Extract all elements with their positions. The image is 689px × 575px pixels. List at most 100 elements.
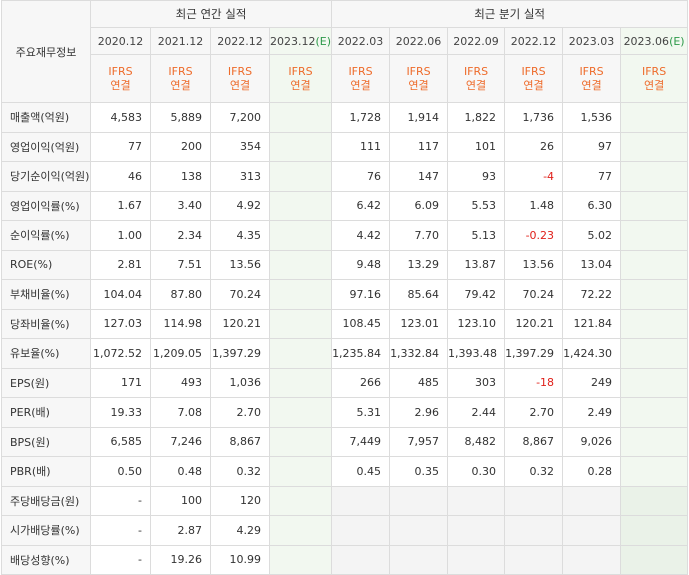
- metric-label: PER(배): [1, 397, 91, 428]
- quarter-value: 266: [331, 367, 391, 398]
- quarter-value: 13.87: [447, 249, 506, 280]
- table-row: 부채비율(%) 104.04 87.80 70.24 97.16 85.64 79.42 70…: [1, 279, 689, 310]
- quarter-value: 8,867: [504, 426, 564, 457]
- standard-label: IFRS: [168, 64, 193, 78]
- metric-label: EPS(원): [1, 367, 91, 398]
- quarter-value: 2.44: [447, 397, 506, 428]
- quarter-value: 2.70: [504, 397, 564, 428]
- quarter-value: 1,397.29: [504, 338, 564, 369]
- annual-value: [268, 131, 333, 162]
- metric-label: PBR(배): [1, 456, 91, 487]
- standard-label: IFRS: [579, 64, 604, 78]
- annual-value: [268, 102, 333, 133]
- annual-value: 2.81: [90, 249, 151, 280]
- annual-value: 1,209.05: [150, 338, 211, 369]
- table-row: 당기순이익(억원) 46 138 313 76 147 93 -4 77: [1, 161, 689, 192]
- quarter-value: 0.35: [389, 456, 449, 487]
- annual-value: [268, 279, 333, 310]
- quarter-value: 1.48: [504, 190, 564, 221]
- quarter-value: 1,424.30: [562, 338, 622, 369]
- period-label: 2021.12: [157, 34, 204, 48]
- annual-value: 104.04: [90, 279, 151, 310]
- accounting-standard-annual-1: IFRS 연결: [150, 54, 211, 103]
- table-row: ROE(%) 2.81 7.51 13.56 9.48 13.29 13.87 13.56 13…: [1, 249, 689, 280]
- standard-label: IFRS: [108, 64, 133, 78]
- quarter-value: 1,728: [331, 102, 391, 133]
- quarter-value: 123.01: [389, 308, 449, 339]
- period-label: 2023.03: [568, 34, 615, 48]
- quarter-value: 6.42: [331, 190, 391, 221]
- annual-value: [268, 161, 333, 192]
- quarter-value: 108.45: [331, 308, 391, 339]
- annual-value: 87.80: [150, 279, 211, 310]
- consolidated-label: 연결: [170, 78, 191, 92]
- metric-label: ROE(%): [1, 249, 91, 280]
- annual-value: 100: [150, 485, 211, 516]
- quarter-value: -4: [504, 161, 564, 192]
- period-label: 2022.09: [453, 34, 499, 48]
- quarter-value: [504, 485, 564, 516]
- annual-value: 7.08: [150, 397, 211, 428]
- quarter-value: [389, 485, 449, 516]
- quarter-value: [389, 515, 449, 546]
- quarter-value: 70.24: [504, 279, 564, 310]
- quarter-value: [620, 544, 689, 575]
- quarter-value: [331, 485, 391, 516]
- consolidated-label: 연결: [581, 78, 602, 92]
- annual-value: 4.29: [210, 515, 270, 546]
- annual-value: 0.50: [90, 456, 151, 487]
- annual-value: 120: [210, 485, 270, 516]
- quarter-value: 93: [447, 161, 506, 192]
- standard-label: IFRS: [348, 64, 373, 78]
- period-label: 2022.03: [337, 34, 384, 48]
- accounting-standard-quarter-3: IFRS 연결: [504, 54, 564, 103]
- metric-label: BPS(원): [1, 426, 91, 457]
- quarter-value: [562, 544, 622, 575]
- quarter-value: 7,957: [389, 426, 449, 457]
- standard-label: IFRS: [521, 64, 546, 78]
- annual-value: 138: [150, 161, 211, 192]
- quarter-value: [562, 515, 622, 546]
- annual-value: [268, 485, 333, 516]
- annual-value: 70.24: [210, 279, 270, 310]
- quarter-value: 7.70: [389, 220, 449, 251]
- quarter-value: [620, 131, 689, 162]
- annual-value: [268, 544, 333, 575]
- quarter-value: [620, 397, 689, 428]
- annual-value: 5,889: [150, 102, 211, 133]
- quarter-value: [562, 485, 622, 516]
- table-row: 매출액(억원) 4,583 5,889 7,200 1,728 1,914 1,822 1,7…: [1, 102, 689, 133]
- period-label: 2022.12: [217, 34, 263, 48]
- metric-label: 당좌비율(%): [1, 308, 91, 339]
- quarter-value: [620, 161, 689, 192]
- annual-value: 7,200: [210, 102, 270, 133]
- quarter-value: 0.28: [562, 456, 622, 487]
- annual-value: 4.35: [210, 220, 270, 251]
- annual-period-0: 2020.12: [90, 27, 151, 55]
- table-row: PER(배) 19.33 7.08 2.70 5.31 2.96 2.44 2.70 2.49: [1, 397, 689, 428]
- estimate-mark: (E): [315, 34, 332, 48]
- quarter-value: [620, 367, 689, 398]
- quarter-value: [620, 338, 689, 369]
- quarter-value: 13.04: [562, 249, 622, 280]
- quarter-value: 2.96: [389, 397, 449, 428]
- annual-results-header: 최근 연간 실적: [89, 0, 333, 28]
- quarter-value: [620, 515, 689, 546]
- annual-value: 7.51: [150, 249, 211, 280]
- annual-period-2: 2022.12: [210, 27, 270, 55]
- quarter-value: 13.29: [389, 249, 449, 280]
- quarter-value: 9.48: [331, 249, 391, 280]
- quarter-value: [620, 102, 689, 133]
- quarter-value: 2.49: [562, 397, 622, 428]
- annual-value: 1,397.29: [210, 338, 270, 369]
- quarter-value: 77: [562, 161, 622, 192]
- quarter-value: 5.53: [447, 190, 506, 221]
- quarter-value: 4.42: [331, 220, 391, 251]
- quarter-value: [620, 456, 689, 487]
- quarter-value: 1,235.84: [331, 338, 391, 369]
- standard-label: IFRS: [406, 64, 431, 78]
- quarter-value: -0.23: [504, 220, 564, 251]
- annual-value: 0.48: [150, 456, 211, 487]
- table-row: 영업이익(억원) 77 200 354 111 117 101 26 97: [1, 131, 689, 162]
- annual-value: 2.70: [210, 397, 270, 428]
